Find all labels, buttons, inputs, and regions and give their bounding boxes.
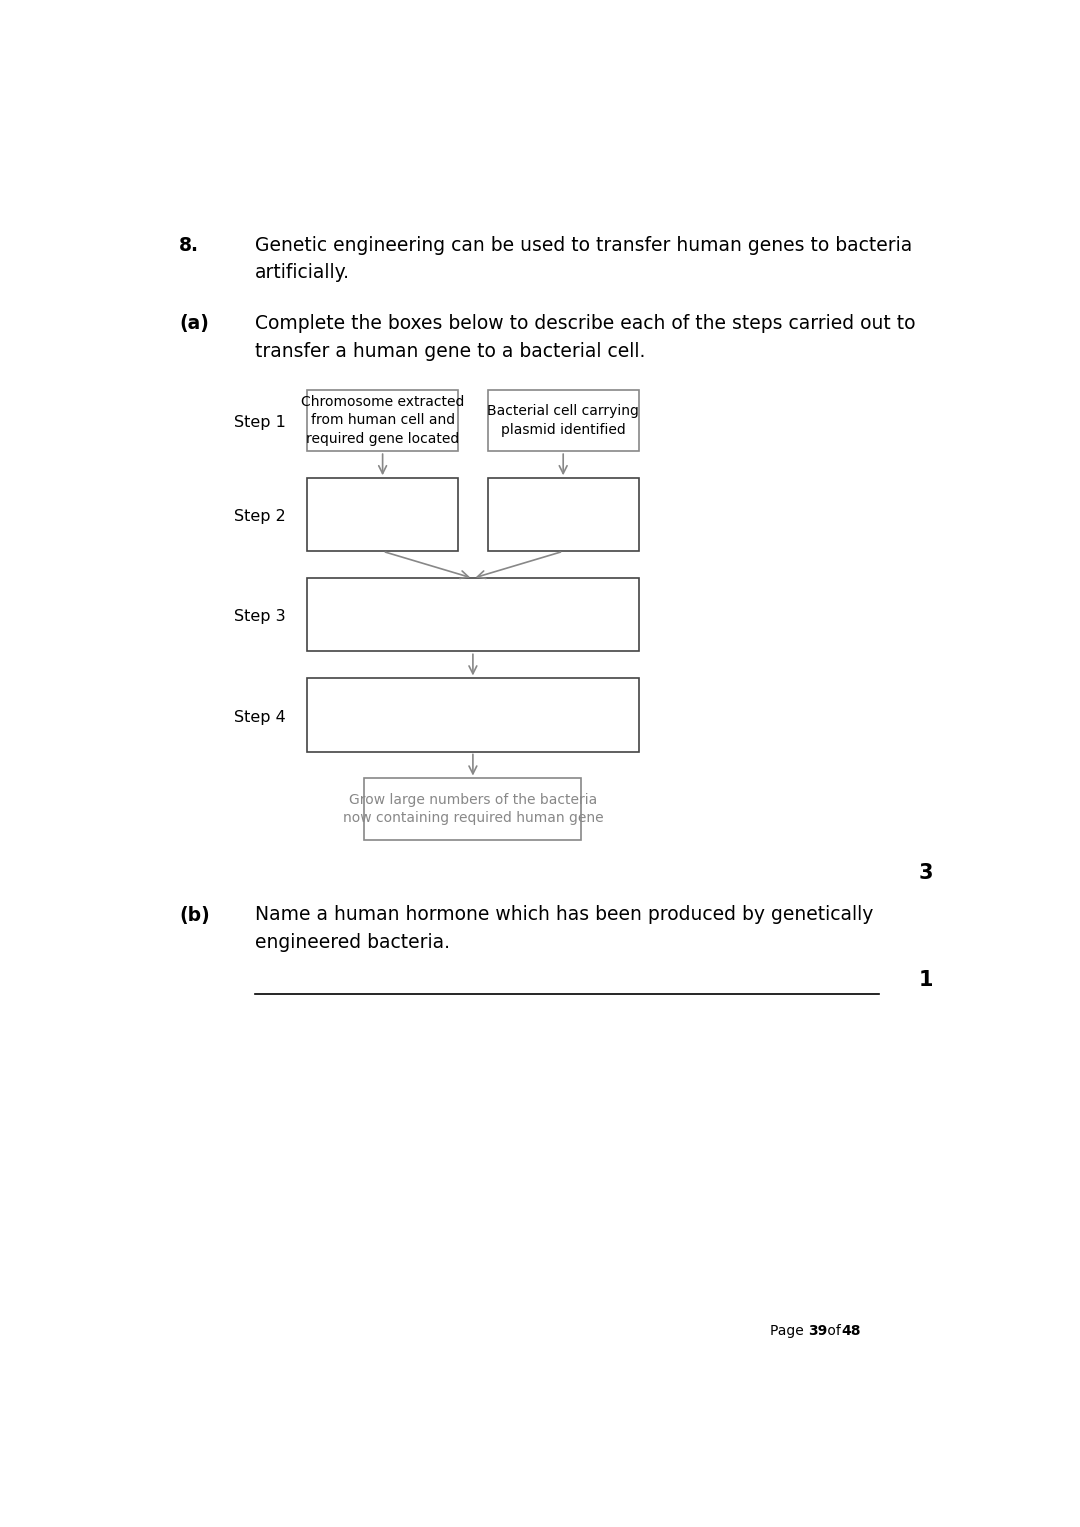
Text: Grow large numbers of the bacteria
now containing required human gene: Grow large numbers of the bacteria now c… [342,793,604,826]
Bar [307,678,638,751]
Text: of: of [823,1324,846,1338]
Bar [488,478,638,551]
Bar [307,389,458,450]
Text: Chromosome extracted
from human cell and
required gene located: Chromosome extracted from human cell and… [301,395,464,446]
Text: 39: 39 [808,1324,827,1338]
Text: (b): (b) [179,906,210,924]
Text: 3: 3 [918,863,933,883]
Text: engineered bacteria.: engineered bacteria. [255,933,450,953]
Bar [307,579,638,652]
Bar [364,779,581,840]
Text: Name a human hormone which has been produced by genetically: Name a human hormone which has been prod… [255,906,874,924]
Text: Page: Page [770,1324,809,1338]
Text: Complete the boxes below to describe each of the steps carried out to: Complete the boxes below to describe eac… [255,315,916,333]
Text: Step 3: Step 3 [234,609,286,625]
Text: Step 1: Step 1 [234,415,286,431]
Text: Bacterial cell carrying
plasmid identified: Bacterial cell carrying plasmid identifi… [487,405,639,437]
Bar [307,478,458,551]
Text: 8.: 8. [179,235,199,255]
Text: Step 2: Step 2 [234,510,286,524]
Text: Genetic engineering can be used to transfer human genes to bacteria: Genetic engineering can be used to trans… [255,235,913,255]
Text: (a): (a) [179,315,210,333]
Text: artificially.: artificially. [255,263,350,282]
Text: 48: 48 [841,1324,862,1338]
Bar [488,389,638,450]
Text: Step 4: Step 4 [234,710,286,724]
Text: transfer a human gene to a bacterial cell.: transfer a human gene to a bacterial cel… [255,342,646,360]
Text: 1: 1 [918,970,933,989]
